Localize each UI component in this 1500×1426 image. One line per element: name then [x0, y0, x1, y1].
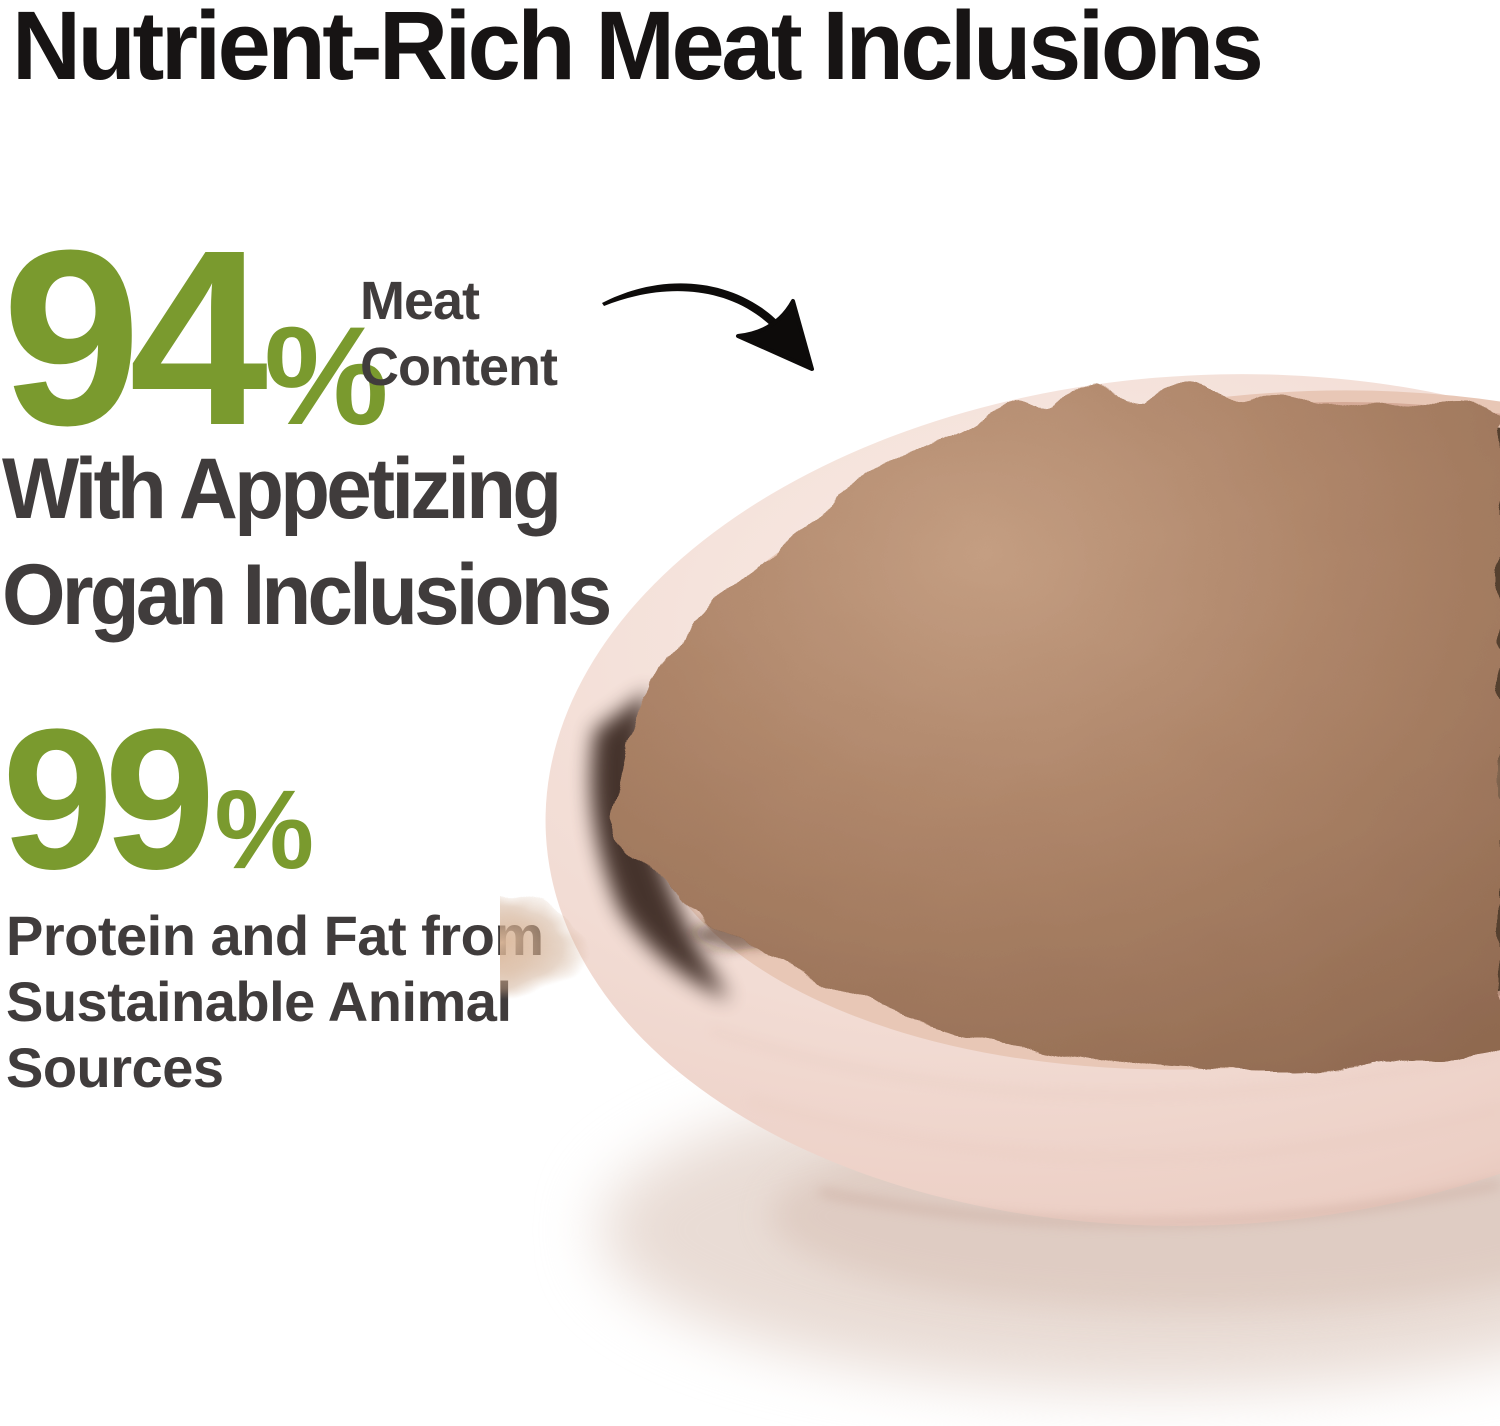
- percent-sign: %: [264, 297, 389, 454]
- subheading: With Appetizing Organ Inclusions: [2, 436, 612, 648]
- percent-sign: %: [214, 767, 315, 892]
- page-title: Nutrient-Rich Meat Inclusions: [12, 0, 1264, 100]
- stat-protein-value: 99: [2, 688, 215, 911]
- bowl-ridge: [709, 1028, 1500, 1097]
- stat-meat-value: 94: [2, 198, 268, 477]
- stat-protein-desc-line1: Protein and Fat from: [6, 904, 544, 967]
- stat-meat-percent: 94%: [2, 213, 389, 463]
- stat-meat-label-line2: Content: [360, 337, 558, 397]
- curved-arrow-icon: [602, 283, 814, 371]
- bowl-of-pet-food-photo: [500, 374, 1500, 1390]
- stat-meat-label: Meat Content: [360, 268, 558, 400]
- meat-mound: [500, 381, 1500, 1074]
- bowl-bottom-edge: [819, 1181, 1500, 1227]
- bowl-ridge: [749, 1098, 1500, 1160]
- subheading-line2: Organ Inclusions: [2, 547, 612, 643]
- stat-protein-desc-line3: Sources: [6, 1036, 224, 1099]
- stat-protein-desc-line2: Sustainable Animal: [6, 970, 512, 1033]
- subheading-line1: With Appetizing: [2, 441, 562, 537]
- stat-protein-percent: 99%: [2, 700, 314, 900]
- stat-protein-description: Protein and Fat from Sustainable Animal …: [6, 903, 544, 1101]
- stat-meat-label-line1: Meat: [360, 271, 480, 331]
